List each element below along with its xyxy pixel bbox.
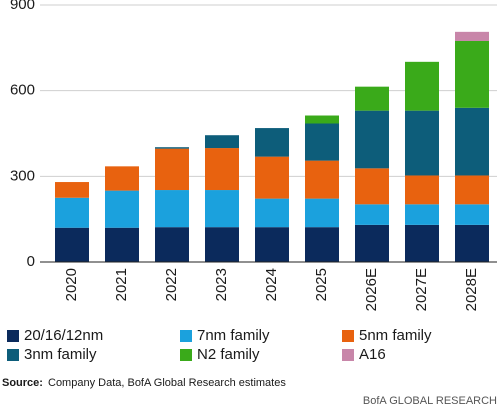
bar-segment	[105, 227, 139, 262]
bar-segment	[355, 204, 389, 225]
bar-segment	[205, 190, 239, 228]
bar-segment	[405, 110, 439, 176]
bar-segment	[255, 128, 289, 157]
bar-segment	[205, 148, 239, 191]
bar-segment	[155, 148, 189, 191]
bar-segment	[405, 224, 439, 262]
bar-segment	[405, 175, 439, 205]
bar-segment	[355, 110, 389, 169]
source-text: Company Data, BofA Global Research estim…	[48, 377, 286, 389]
bar-segment	[205, 135, 239, 149]
bar-segment	[155, 147, 189, 149]
x-tick-label: 2023	[213, 268, 230, 301]
legend-label: 20/16/12nm	[24, 327, 103, 344]
legend-label: N2 family	[197, 346, 260, 363]
bar-segment	[405, 204, 439, 225]
bar-segment	[255, 198, 289, 228]
bar-segment	[305, 115, 339, 124]
legend-label: A16	[359, 346, 386, 363]
bar-segment	[155, 190, 189, 228]
bar-segment	[305, 123, 339, 161]
bar-segment	[55, 197, 89, 228]
legend-swatch	[342, 330, 354, 342]
bar-segment	[155, 227, 189, 262]
legend-swatch	[180, 330, 192, 342]
legend-label: 3nm family	[24, 346, 97, 363]
footer: BofA GLOBAL RESEARCH	[363, 395, 497, 407]
x-tick-label: 2027E	[413, 268, 430, 311]
bar-segment	[355, 224, 389, 262]
x-tick-label: 2022	[163, 268, 180, 301]
x-tick-label: 2024	[263, 268, 280, 301]
bar-segment	[455, 175, 489, 205]
y-tick-label: 0	[27, 253, 35, 270]
legend-label: 7nm family	[197, 327, 270, 344]
bar-segment	[305, 160, 339, 199]
y-tick-label: 600	[10, 82, 35, 99]
bar-segment	[305, 198, 339, 228]
bar-segment	[55, 227, 89, 262]
legend-label: 5nm family	[359, 327, 432, 344]
bar-segment	[355, 168, 389, 205]
x-tick-label: 2026E	[363, 268, 380, 311]
bar-segment	[455, 40, 489, 108]
legend-swatch	[7, 349, 19, 361]
bar-segment	[105, 190, 139, 228]
source-label: Source:	[2, 377, 43, 389]
x-tick-label: 2021	[113, 268, 130, 301]
x-tick-label: 2025	[313, 268, 330, 301]
legend-swatch	[7, 330, 19, 342]
bar-segment	[455, 224, 489, 262]
bar-segment	[455, 107, 489, 176]
bar-segment	[255, 227, 289, 262]
bar-segment	[355, 86, 389, 111]
bar-segment	[455, 204, 489, 225]
y-tick-label: 900	[10, 0, 35, 13]
x-tick-label: 2020	[63, 268, 80, 301]
bar-segment	[105, 166, 139, 191]
bar-segment	[305, 227, 339, 262]
bar-segment	[205, 227, 239, 262]
y-tick-label: 300	[10, 167, 35, 184]
legend-swatch	[342, 349, 354, 361]
bar-segment	[455, 31, 489, 41]
bar-segment	[55, 182, 89, 198]
bar-segment	[405, 61, 439, 111]
bar-segment	[255, 156, 289, 199]
legend-swatch	[180, 349, 192, 361]
x-tick-label: 2028E	[463, 268, 480, 311]
